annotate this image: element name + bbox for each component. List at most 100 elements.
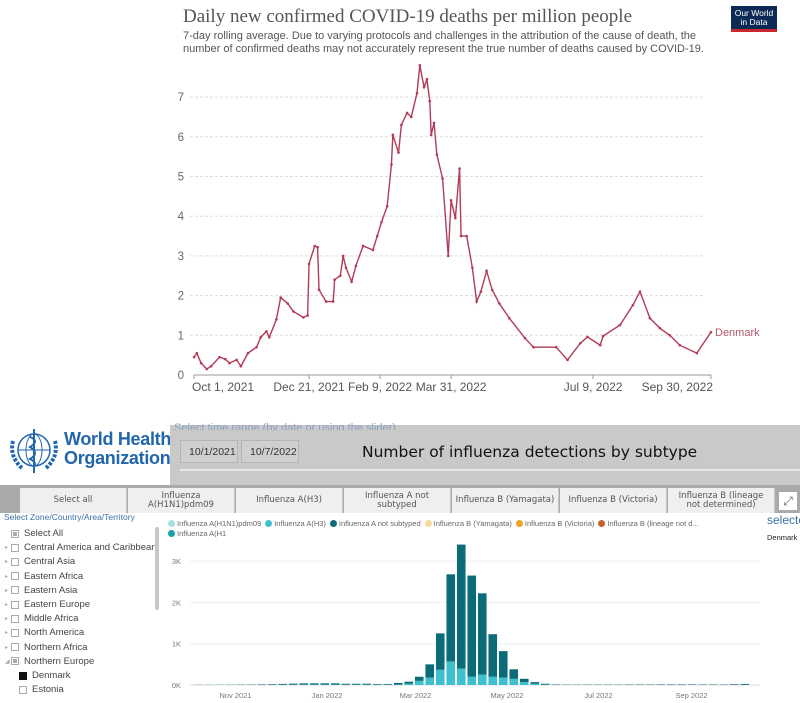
expand-arrow-icon[interactable]: ▸ bbox=[5, 630, 9, 637]
legend-dot-icon bbox=[168, 520, 175, 527]
legend-item[interactable]: Influenza A not subtyped bbox=[329, 519, 421, 529]
covid-deaths-chart: 0 1 2 3 4 5 6 7 Oct 1, 2021 Dec 21, 2021 Feb 9, 20… bbox=[178, 64, 760, 394]
checkbox[interactable] bbox=[11, 600, 19, 609]
legend-item[interactable]: Influenza A(H1 bbox=[168, 529, 226, 539]
checkbox[interactable] bbox=[11, 586, 19, 595]
data-point bbox=[428, 99, 432, 103]
bar-segment bbox=[435, 633, 445, 670]
expand-arrow-icon[interactable]: ▸ bbox=[5, 559, 9, 566]
influenza-bar-chart: 0K 1K 2K 3K Nov 2021 Jan 2022 Mar 2022 May 2022… bbox=[172, 544, 760, 700]
y-tick-label: 3 bbox=[178, 251, 184, 263]
checkbox[interactable] bbox=[11, 628, 19, 637]
legend-dot-icon bbox=[329, 520, 337, 527]
checkbox[interactable] bbox=[19, 685, 27, 694]
zone-item[interactable]: ▸ Eastern Asia bbox=[5, 585, 77, 596]
zone-item[interactable]: ◢ Northern Europe bbox=[5, 656, 94, 667]
bar-segment bbox=[435, 669, 445, 685]
data-point bbox=[695, 351, 699, 355]
owid-logo[interactable]: Our World in Data bbox=[731, 6, 777, 32]
data-point bbox=[333, 278, 336, 282]
expand-arrow-icon[interactable]: ▸ bbox=[5, 616, 9, 623]
checkbox[interactable] bbox=[19, 671, 27, 680]
bar-segment bbox=[414, 680, 424, 685]
subtype-button[interactable]: Influenza A(H1N1)pdm09 bbox=[128, 488, 235, 513]
legend-label: Influenza A(H3) bbox=[274, 519, 326, 528]
zone-item[interactable]: ▸ Central America and Caribbean bbox=[5, 542, 157, 553]
expand-arrow-icon[interactable]: ▸ bbox=[5, 644, 9, 651]
subtype-button[interactable]: Influenza A(H3) bbox=[236, 488, 343, 513]
zone-label: Denmark bbox=[32, 670, 71, 681]
expand-arrow-icon[interactable]: ▸ bbox=[5, 573, 9, 580]
data-point bbox=[218, 355, 221, 359]
data-point bbox=[313, 244, 317, 248]
zone-item[interactable]: ▸ Eastern Africa bbox=[5, 571, 83, 582]
data-point bbox=[598, 343, 602, 347]
bar-segment bbox=[404, 681, 414, 684]
expand-icon[interactable]: ⤢ bbox=[779, 492, 797, 510]
checkbox[interactable] bbox=[11, 643, 19, 652]
bar-segment bbox=[341, 683, 351, 685]
bar-segment bbox=[267, 684, 277, 685]
legend-item[interactable]: Influenza A(H3) bbox=[265, 519, 326, 529]
checkbox[interactable] bbox=[11, 557, 19, 566]
zone-item[interactable]: ▸ Eastern Europe bbox=[5, 599, 90, 610]
data-point bbox=[235, 358, 238, 362]
subtype-button[interactable]: Influenza B (Victoria) bbox=[560, 488, 667, 513]
zone-item[interactable]: ▸ Northern Africa bbox=[5, 642, 87, 653]
data-point bbox=[479, 290, 483, 293]
subtype-button[interactable]: Influenza B (Yamagata) bbox=[452, 488, 559, 513]
subtype-button[interactable]: Influenza A not subtyped bbox=[344, 488, 451, 513]
legend-item[interactable]: Influenza A(H1N1)pdm09 bbox=[168, 519, 261, 529]
end-date-input[interactable]: 10/7/2022 bbox=[241, 440, 299, 463]
checkbox[interactable] bbox=[11, 543, 19, 552]
data-point bbox=[566, 358, 569, 362]
legend-item[interactable]: Influenza B (Victoria) bbox=[515, 519, 595, 529]
expand-arrow-icon[interactable]: ▸ bbox=[5, 602, 9, 608]
data-point bbox=[459, 234, 463, 238]
zone-item[interactable]: Denmark bbox=[5, 670, 71, 681]
checkbox[interactable] bbox=[11, 657, 19, 666]
who-logo-line2: Organization bbox=[64, 448, 171, 468]
subtype-button[interactable]: Influenza B (lineage not determined) bbox=[668, 488, 775, 513]
legend-dot-icon bbox=[265, 520, 273, 527]
expand-arrow-icon[interactable]: ▸ bbox=[5, 545, 9, 552]
y-tick-label: 3K bbox=[172, 557, 181, 566]
bar-segment bbox=[425, 664, 435, 678]
bar-segment bbox=[498, 677, 508, 685]
y-tick-label: 1K bbox=[172, 640, 181, 649]
bar-segment bbox=[351, 683, 361, 685]
zone-item[interactable]: ▸ Middle Africa bbox=[5, 613, 78, 624]
zone-item[interactable]: ▸ Central Asia bbox=[5, 556, 75, 567]
legend-label: Influenza B (Victoria) bbox=[524, 519, 595, 528]
bar-segment bbox=[330, 683, 340, 685]
expand-arrow-icon[interactable]: ▸ bbox=[5, 587, 9, 594]
bar-segment bbox=[456, 544, 466, 669]
data-point bbox=[331, 300, 335, 303]
checkbox[interactable] bbox=[11, 614, 19, 623]
zone-item[interactable]: Estonia bbox=[5, 684, 64, 695]
bar-segment bbox=[509, 678, 519, 685]
date-range-slider[interactable] bbox=[180, 469, 800, 471]
bar-segment bbox=[530, 683, 540, 685]
x-tick-label: Sep 2022 bbox=[675, 691, 707, 700]
legend-item[interactable]: Influenza B (lineage not d... bbox=[598, 519, 699, 529]
legend-dot-icon bbox=[424, 520, 432, 527]
data-point bbox=[441, 177, 444, 180]
zone-list-scrollbar[interactable] bbox=[155, 527, 159, 610]
expand-arrow-icon[interactable]: ◢ bbox=[5, 658, 10, 665]
data-point bbox=[415, 91, 419, 95]
start-date-input[interactable]: 10/1/2021 bbox=[180, 440, 238, 463]
zone-item[interactable]: ▸ North America bbox=[5, 627, 84, 638]
legend-item[interactable]: Influenza B (Yamagata) bbox=[424, 519, 512, 529]
data-point bbox=[307, 262, 311, 266]
data-point bbox=[432, 121, 436, 125]
zone-label: Northern Europe bbox=[24, 655, 95, 667]
checkbox[interactable] bbox=[11, 529, 19, 538]
data-point bbox=[275, 318, 278, 321]
zone-item[interactable]: Select All bbox=[5, 528, 63, 539]
x-tick-label: Sep 30, 2022 bbox=[642, 380, 714, 394]
data-point bbox=[400, 123, 403, 127]
checkbox[interactable] bbox=[11, 572, 19, 581]
subtype-button[interactable]: Select all bbox=[20, 488, 127, 513]
data-point bbox=[344, 266, 348, 270]
